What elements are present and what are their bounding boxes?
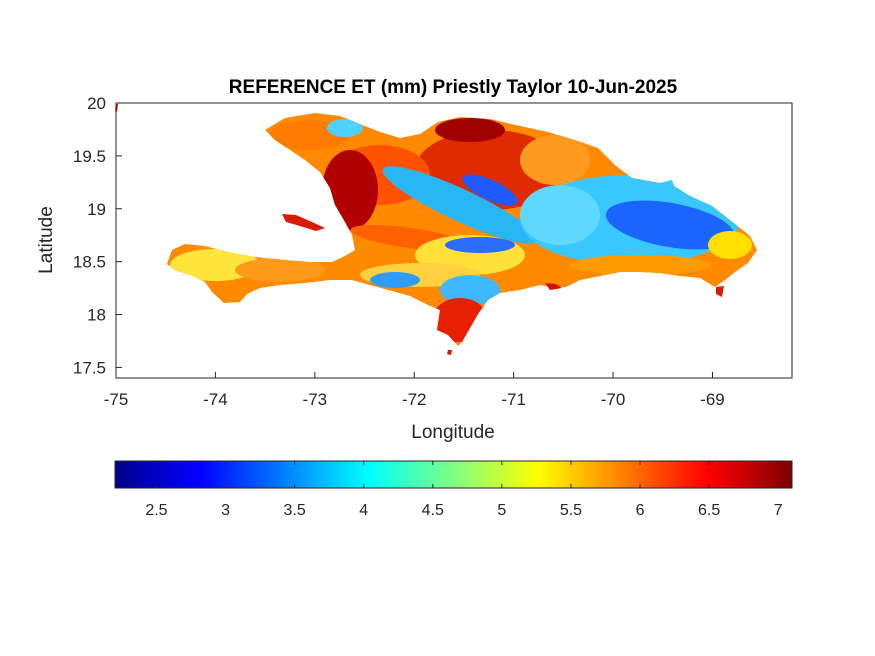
y-tick-label: 17.5	[73, 358, 106, 377]
colorbar-tick-label: 5.5	[560, 502, 582, 519]
x-tick-label: -72	[402, 390, 427, 409]
et-heatmap	[115, 104, 757, 355]
y-tick-label: 19	[87, 200, 106, 219]
colorbar-axis: 2.5 3 3.5 4 4.5 5 5.5 6 6.5 7	[145, 461, 783, 519]
y-axis: 20 19.5 19 18.5 18 17.5	[73, 94, 122, 377]
plot-box	[115, 102, 793, 379]
colorbar-tick-label: 7	[774, 502, 783, 519]
x-tick-label: -69	[700, 390, 725, 409]
colorbar-tick-label: 6	[636, 502, 645, 519]
colorbar-tick-label: 3	[221, 502, 230, 519]
x-tick-label: -74	[203, 390, 228, 409]
colorbar-tick-label: 3.5	[283, 502, 305, 519]
x-axis: -75 -74 -73 -72 -71 -70 -69	[104, 372, 725, 409]
x-tick-label: -70	[601, 390, 626, 409]
x-tick-label: -75	[104, 390, 129, 409]
y-tick-label: 19.5	[73, 147, 106, 166]
y-axis-label: Latitude	[36, 206, 57, 274]
colorbar-tick-label: 6.5	[698, 502, 720, 519]
colorbar	[114, 460, 793, 489]
x-axis-label: Longitude	[411, 422, 494, 443]
y-tick-label: 18.5	[73, 253, 106, 272]
x-tick-label: -71	[501, 390, 526, 409]
colorbar-tick-label: 2.5	[145, 502, 167, 519]
x-tick-label: -73	[303, 390, 328, 409]
y-tick-label: 20	[87, 94, 106, 113]
colorbar-tick-label: 5	[497, 502, 506, 519]
colorbar-tick-label: 4	[359, 502, 368, 519]
chart-title: REFERENCE ET (mm) Priestly Taylor 10-Jun…	[229, 77, 678, 98]
y-tick-label: 18	[87, 306, 106, 325]
colorbar-tick-label: 4.5	[422, 502, 444, 519]
